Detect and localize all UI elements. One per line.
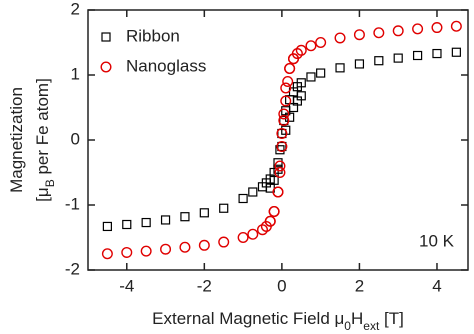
x-label-part: H	[351, 309, 363, 328]
point	[284, 63, 296, 75]
point	[412, 50, 423, 61]
point	[279, 115, 289, 126]
point	[412, 23, 424, 35]
legend-label: Ribbon	[126, 26, 180, 45]
point	[281, 125, 291, 135]
point	[335, 63, 345, 73]
y-tick-label: -2	[65, 259, 80, 278]
x-tick-label: -2	[197, 276, 212, 295]
legend-label: Nanoglass	[126, 56, 206, 75]
point	[282, 75, 294, 87]
point	[180, 212, 190, 222]
point	[288, 53, 300, 65]
y-label-part: [μ	[33, 187, 52, 202]
point	[354, 59, 365, 69]
point	[198, 239, 210, 251]
point	[305, 40, 317, 52]
point	[374, 56, 384, 66]
point	[140, 245, 152, 257]
x-tick-label: 4	[432, 276, 441, 295]
point	[272, 186, 284, 198]
y-tick-label: 1	[71, 64, 80, 83]
point	[277, 141, 287, 152]
y-label-part: Magnetization	[7, 87, 26, 193]
x-label-part: 0	[344, 319, 351, 333]
point	[393, 53, 403, 63]
point	[141, 217, 151, 228]
point	[101, 248, 113, 260]
point	[218, 236, 230, 248]
point	[280, 82, 292, 94]
point	[122, 219, 132, 230]
y-tick-label: 0	[71, 129, 80, 148]
plot-frame	[87, 9, 469, 271]
point	[276, 140, 288, 152]
point	[102, 221, 112, 232]
y-tick-label: 2	[71, 0, 80, 18]
point	[248, 187, 258, 197]
y-label-part: per Fe atom]	[33, 78, 52, 179]
x-label-part: ext	[363, 319, 380, 333]
y-axis-label: Magnetization	[7, 87, 26, 193]
point	[373, 27, 385, 39]
point	[316, 68, 326, 78]
point	[306, 72, 316, 82]
x-tick-label: 0	[277, 276, 286, 295]
point	[179, 241, 191, 253]
y-tick-label: -1	[65, 194, 80, 213]
point	[264, 215, 276, 227]
y-axis-label: [μB per Fe atom]	[33, 78, 57, 202]
point	[121, 246, 133, 258]
point	[160, 243, 172, 255]
annotation: 10 K	[419, 231, 455, 250]
point	[273, 158, 283, 168]
point	[315, 37, 327, 49]
point	[295, 44, 307, 56]
point	[247, 228, 259, 240]
point	[274, 166, 286, 178]
point	[278, 114, 290, 126]
point	[353, 29, 365, 41]
x-label-part: External Magnetic Field μ	[152, 309, 344, 328]
point	[278, 108, 290, 120]
legend-marker	[100, 61, 112, 73]
point	[238, 193, 248, 204]
y-label-part: B	[43, 179, 57, 187]
point	[451, 47, 461, 57]
point	[273, 164, 283, 174]
x-axis-label: External Magnetic Field μ0Hext [T]	[152, 309, 404, 333]
point	[296, 91, 306, 101]
point	[392, 25, 404, 37]
point	[280, 95, 292, 107]
point	[274, 160, 286, 172]
legend-marker	[101, 32, 111, 42]
point	[219, 203, 229, 213]
point	[276, 127, 288, 139]
point	[334, 32, 346, 44]
point	[431, 22, 443, 34]
point	[160, 215, 171, 225]
point	[275, 145, 285, 155]
point	[199, 208, 209, 218]
point	[285, 112, 295, 122]
point	[432, 48, 442, 59]
point	[237, 231, 249, 243]
x-tick-label: -4	[119, 276, 134, 295]
point	[256, 224, 268, 236]
point	[450, 20, 462, 32]
point	[269, 175, 279, 185]
x-label-part: [T]	[379, 309, 404, 328]
x-tick-label: 2	[355, 276, 364, 295]
point	[268, 205, 280, 217]
